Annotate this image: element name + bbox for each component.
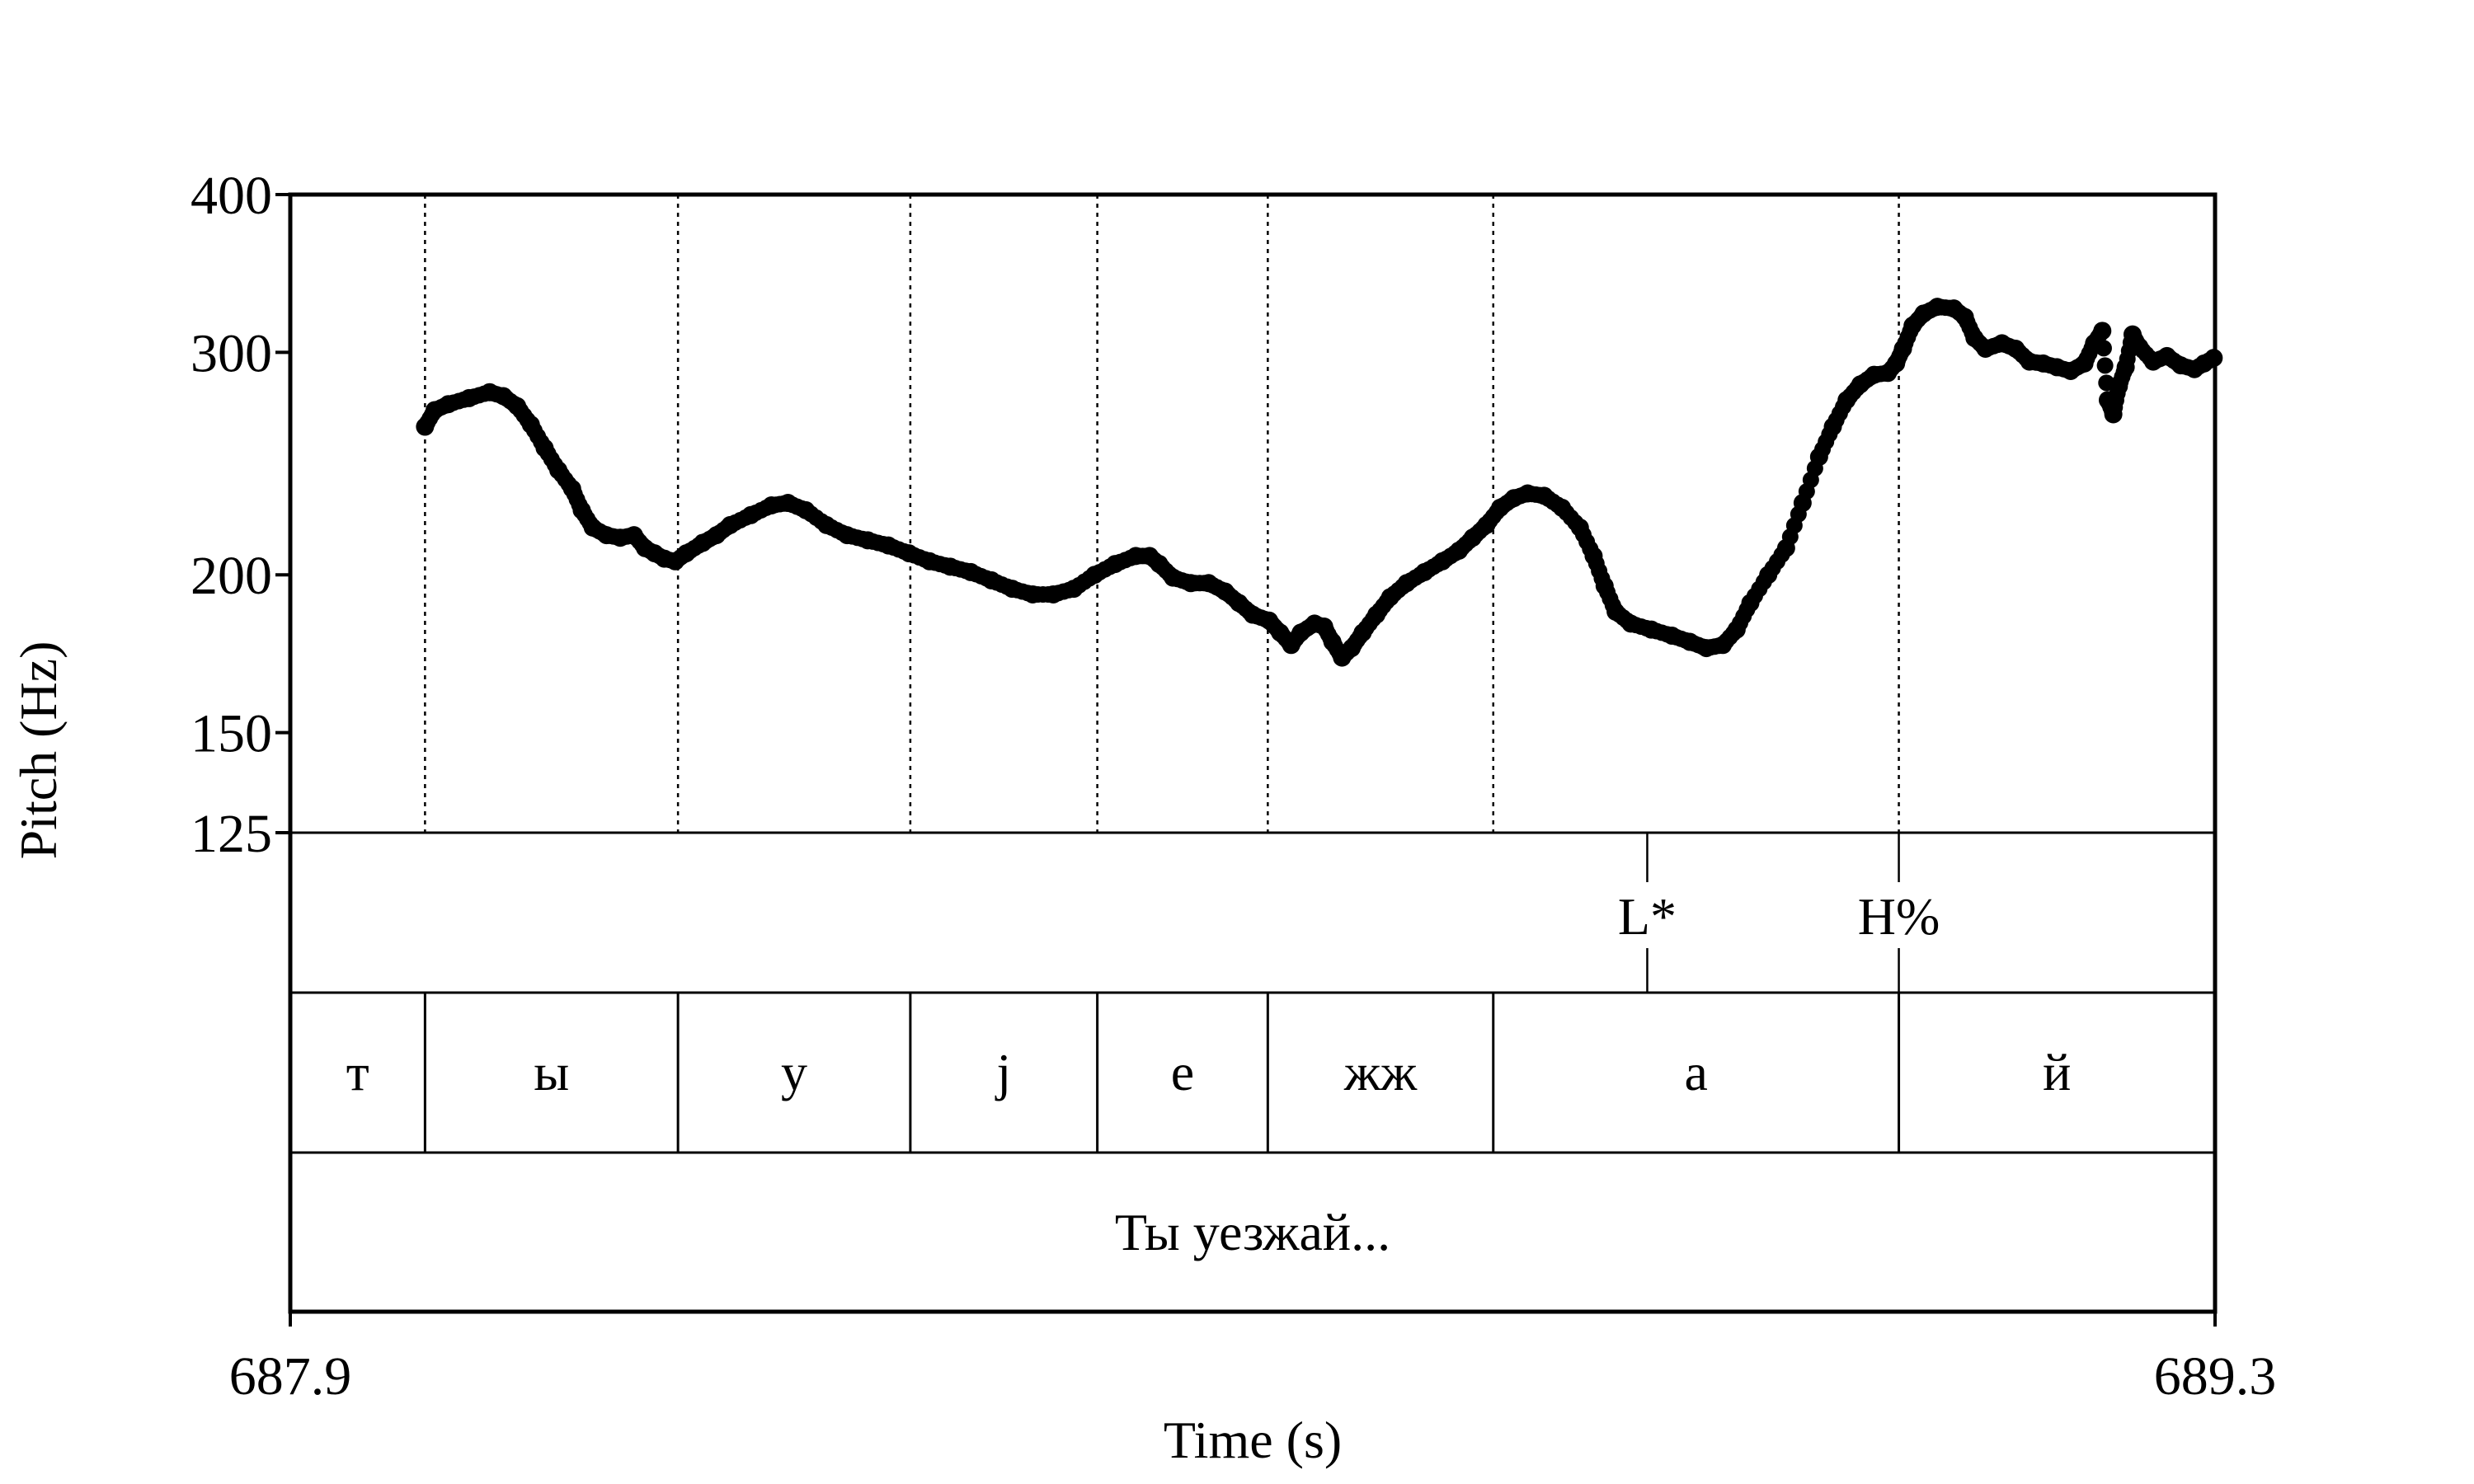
x-axis-label: Time (s) bbox=[1164, 1411, 1342, 1469]
segment-label: й bbox=[2043, 1043, 2071, 1101]
y-axis-label: Pitch (Hz) bbox=[9, 641, 68, 860]
plot-border bbox=[288, 192, 2218, 1314]
tone-label: H% bbox=[1858, 887, 1940, 946]
segment-label: у bbox=[781, 1043, 807, 1101]
segment-label: j bbox=[995, 1043, 1011, 1101]
tone-label: L* bbox=[1618, 887, 1677, 946]
y-tick-label: 150 bbox=[190, 704, 272, 764]
y-tick-label: 300 bbox=[190, 323, 272, 383]
x-tick-label: 687.9 bbox=[229, 1346, 352, 1407]
pitch-point bbox=[2093, 322, 2112, 340]
pitch-point bbox=[2096, 357, 2114, 374]
pitch-point bbox=[2095, 340, 2112, 357]
boundary-lines bbox=[424, 195, 1900, 833]
segment-label: ы bbox=[534, 1043, 569, 1101]
segment-label: а bbox=[1684, 1043, 1707, 1101]
segment-label: е bbox=[1171, 1043, 1194, 1101]
pitch-point bbox=[2204, 349, 2223, 368]
annotation-tiers: L* H% т ы у j е жж а й Ты уезжай... bbox=[346, 833, 2071, 1261]
segment-label: т bbox=[346, 1043, 369, 1101]
y-tick-label: 200 bbox=[190, 546, 272, 606]
y-tick-label: 400 bbox=[190, 166, 272, 226]
pitch-contour bbox=[416, 298, 2223, 667]
plot-frame bbox=[288, 192, 2218, 1314]
segment-label: жж bbox=[1343, 1043, 1418, 1101]
axes: 125 150 200 300 400 687.9 689.3 bbox=[190, 166, 2276, 1407]
phrase-label: Ты уезжай... bbox=[1115, 1203, 1390, 1261]
y-tick-label: 125 bbox=[190, 804, 272, 864]
x-tick-label: 689.3 bbox=[2154, 1346, 2277, 1407]
